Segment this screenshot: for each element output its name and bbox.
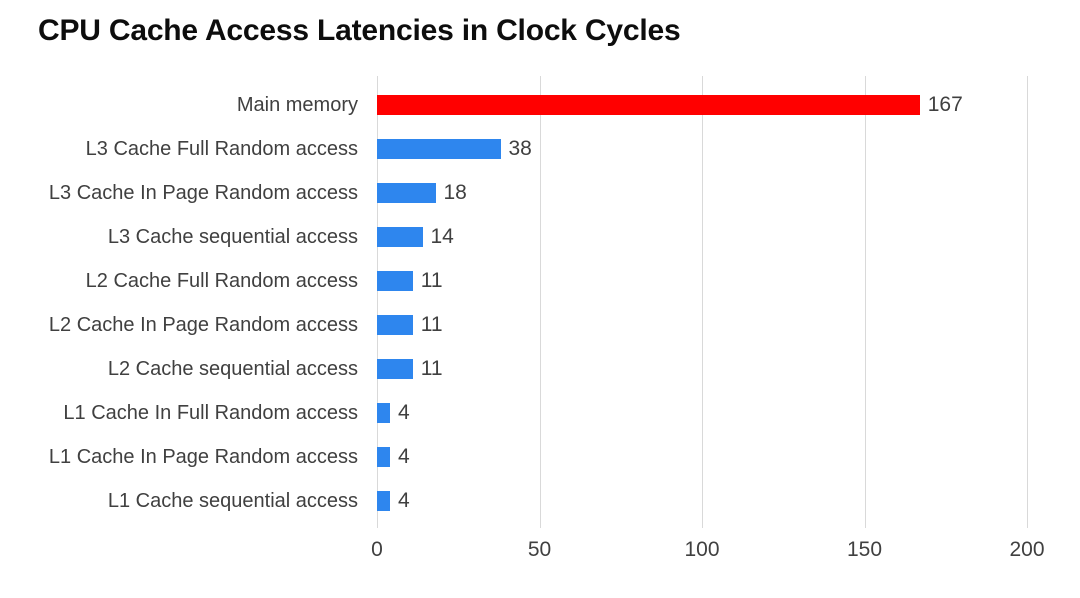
gridline-x-150 — [864, 76, 866, 528]
x-axis-tick-labels: 0 50 100 150 200 — [371, 538, 1044, 566]
value-label: 167 — [927, 93, 963, 116]
bar-row: L1 Cache In Full Random access 4 — [0, 391, 1080, 435]
bar-row: L3 Cache In Page Random access 18 — [0, 171, 1080, 215]
value-label: 4 — [398, 489, 410, 512]
x-tick-label: 50 — [527, 538, 552, 561]
bar-row: L2 Cache Full Random access 11 — [0, 259, 1080, 303]
category-label: L3 Cache In Page Random access — [48, 182, 358, 204]
value-label: 18 — [443, 181, 467, 204]
plot-gridlines — [377, 76, 1029, 528]
category-label: Main memory — [236, 94, 358, 116]
gridline-x-100 — [702, 76, 703, 528]
value-label: 11 — [420, 357, 443, 380]
bar — [377, 271, 413, 291]
x-tick-label: 0 — [371, 538, 383, 561]
x-tick-label: 150 — [846, 538, 883, 561]
category-label: L1 Cache In Page Random access — [48, 446, 358, 468]
bar-row: L2 Cache sequential access 11 — [0, 347, 1080, 391]
value-label: 11 — [420, 269, 443, 292]
category-label: L2 Cache Full Random access — [85, 270, 358, 292]
value-label: 38 — [508, 137, 532, 160]
category-label: L3 Cache sequential access — [107, 226, 358, 248]
x-tick-label: 100 — [684, 538, 720, 561]
bar — [377, 315, 413, 335]
category-label: L1 Cache In Full Random access — [63, 402, 358, 424]
value-label: 11 — [420, 313, 443, 336]
bar-row: L2 Cache In Page Random access 11 — [0, 303, 1080, 347]
category-label: L2 Cache In Page Random access — [48, 314, 358, 336]
category-label: L1 Cache sequential access — [107, 490, 358, 512]
value-label: 4 — [398, 401, 410, 424]
bar — [377, 359, 413, 379]
bar-row: L3 Cache sequential access 14 — [0, 215, 1080, 259]
bar-row: L1 Cache sequential access 4 — [0, 479, 1080, 523]
gridline-x-50 — [539, 76, 541, 528]
bar-row: Main memory 167 — [0, 83, 1080, 127]
value-label: 14 — [430, 225, 454, 248]
bar — [377, 403, 390, 423]
bar — [377, 139, 501, 159]
gridline-x-200 — [1027, 76, 1028, 528]
category-label: L3 Cache Full Random access — [85, 138, 358, 160]
bar-chart-rows: Main memory 167 L3 Cache Full Random acces… — [0, 83, 1080, 523]
value-label: 4 — [398, 445, 410, 468]
gridline-x-0 — [377, 76, 378, 528]
bar-row: L1 Cache In Page Random access 4 — [0, 435, 1080, 479]
bar — [377, 183, 436, 203]
category-label: L2 Cache sequential access — [107, 358, 358, 380]
bar — [377, 447, 390, 467]
bar — [377, 227, 423, 247]
chart-title: CPU Cache Access Latencies in Clock Cycl… — [38, 14, 681, 47]
bar — [377, 95, 920, 115]
x-tick-label: 200 — [1009, 538, 1045, 561]
bar — [377, 491, 390, 511]
bar-row: L3 Cache Full Random access 38 — [0, 127, 1080, 171]
